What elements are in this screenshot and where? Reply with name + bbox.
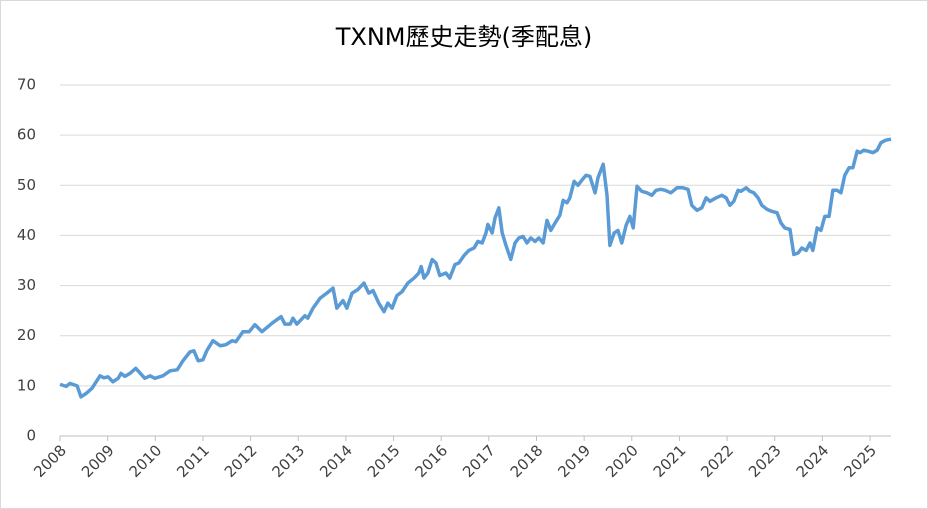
data-line (59, 137, 892, 399)
y-tick-label: 50 (17, 176, 36, 194)
y-tick-label: 20 (17, 326, 36, 344)
y-tick-label: 30 (17, 276, 36, 294)
y-tick-label: 40 (17, 226, 36, 244)
y-tick-label: 0 (26, 427, 36, 445)
y-tick-label: 10 (17, 376, 36, 394)
chart-title: TXNM歷史走勢(季配息) (335, 23, 593, 51)
y-tick-label: 70 (17, 76, 36, 94)
y-tick-label: 60 (17, 126, 36, 144)
